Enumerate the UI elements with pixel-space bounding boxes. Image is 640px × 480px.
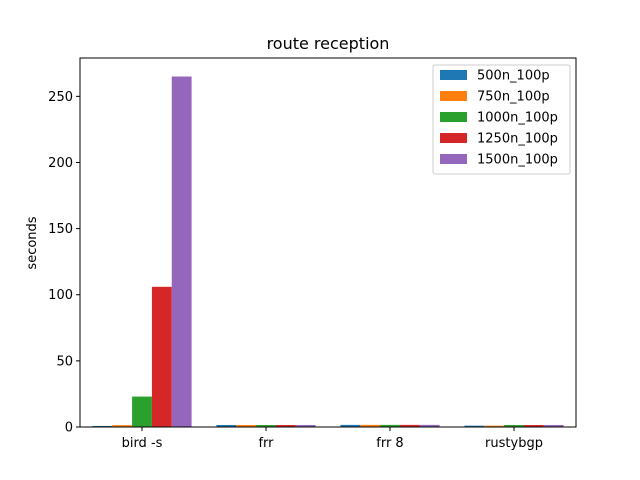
x-tick-label: frr 8 — [376, 436, 403, 451]
y-tick-label: 250 — [48, 90, 73, 105]
bar-1000n_100p-frr — [256, 425, 276, 427]
bar-1250n_100p-rustybgp — [523, 425, 544, 427]
bar-1000n_100p-bird-s — [132, 396, 152, 427]
bar-1250n_100p-frr — [275, 425, 296, 427]
legend-label: 1500n_100p — [477, 153, 558, 168]
bar-1000n_100p-frr8 — [380, 424, 400, 427]
y-axis: 0 50 100 150 200 250 — [48, 90, 80, 436]
bar-750n_100p-frr8 — [360, 424, 381, 427]
x-tick-label: rustybgp — [485, 436, 543, 451]
y-tick-label: 50 — [56, 354, 73, 369]
x-tick-label: bird -s — [122, 436, 163, 451]
bar-1500n_100p-frr8 — [419, 424, 440, 427]
legend-label: 750n_100p — [477, 90, 550, 105]
chart-title: route reception — [267, 34, 390, 53]
legend-swatch — [440, 91, 467, 101]
bar-1250n_100p-frr8 — [399, 424, 420, 427]
legend-swatch — [440, 112, 467, 122]
bar-500n_100p-rustybgp — [464, 425, 485, 427]
bar-500n_100p-frr — [216, 425, 237, 427]
bar-750n_100p-bird-s — [112, 425, 133, 427]
bar-1500n_100p-frr — [295, 425, 316, 427]
legend: 500n_100p 750n_100p 1000n_100p 1250n_100p 15… — [432, 64, 571, 175]
bar-1250n_100p-bird-s — [151, 286, 172, 427]
y-tick-label: 100 — [48, 288, 73, 303]
y-tick-label: 0 — [65, 421, 73, 436]
x-axis: bird -s frr frr 8 rustybgp — [122, 427, 543, 451]
y-tick-label: 150 — [48, 222, 73, 237]
legend-swatch — [440, 154, 467, 164]
bar-750n_100p-rustybgp — [484, 425, 505, 427]
legend-label: 1250n_100p — [477, 132, 558, 147]
y-axis-label: seconds — [25, 216, 40, 269]
legend-label: 500n_100p — [477, 69, 550, 84]
bar-1500n_100p-bird-s — [171, 76, 192, 428]
plot-frame — [79, 57, 577, 428]
x-tick-label: frr — [258, 436, 274, 451]
legend-swatch — [440, 70, 467, 80]
legend-swatch — [440, 133, 467, 143]
bar-500n_100p-frr8 — [340, 424, 361, 427]
bar-500n_100p-bird-s — [92, 425, 113, 427]
legend-box — [432, 64, 571, 175]
bar-1000n_100p-rustybgp — [504, 425, 524, 427]
y-tick-label: 200 — [48, 156, 73, 171]
bar-750n_100p-frr — [236, 425, 257, 427]
bar-1500n_100p-rustybgp — [543, 425, 564, 427]
legend-label: 1000n_100p — [477, 111, 558, 126]
bars-group — [92, 76, 564, 428]
